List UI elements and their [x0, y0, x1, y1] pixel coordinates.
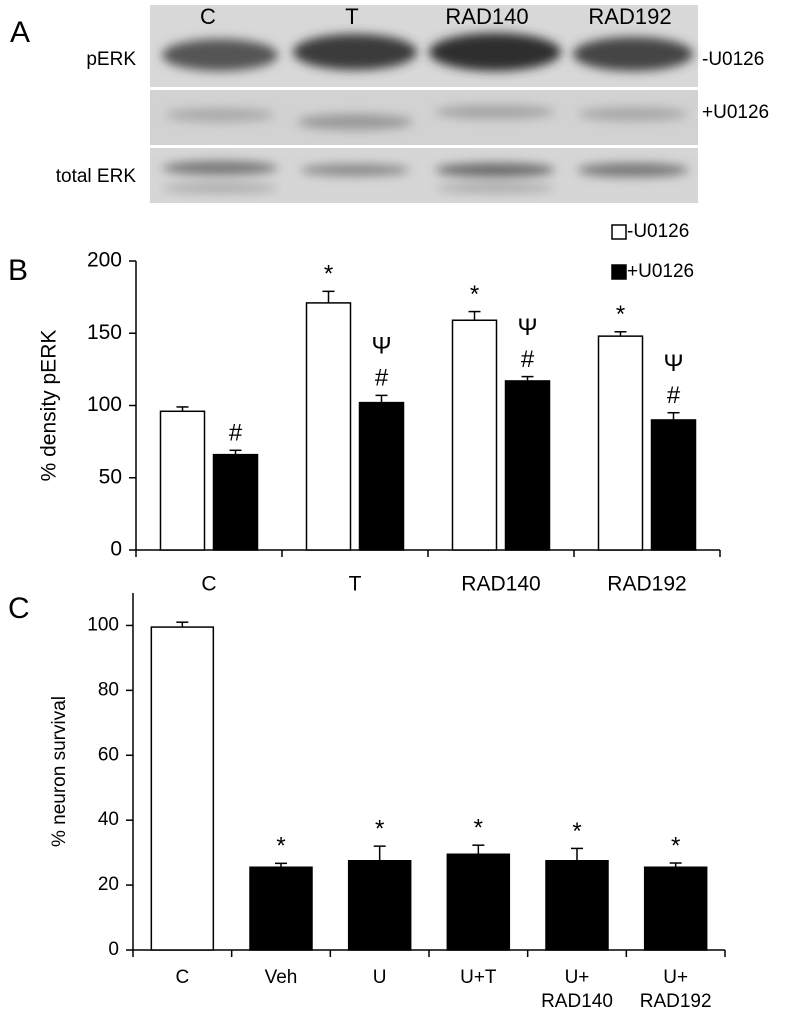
annotation: * [375, 815, 384, 842]
x-tick-label: C [175, 967, 189, 988]
y-tick-label: 150 [87, 321, 122, 344]
bar [451, 319, 498, 551]
x-tick-label: U [373, 967, 387, 988]
bar [545, 860, 609, 951]
row-label: total ERK [56, 166, 137, 187]
y-axis-label: % neuron survival [49, 696, 70, 847]
y-tick-label: 100 [87, 614, 119, 635]
annotation: Ψ [371, 333, 391, 360]
bar [358, 401, 405, 551]
lane-label: C [200, 4, 216, 29]
bar [643, 866, 708, 951]
bar [504, 380, 551, 551]
x-tick-label: T [349, 573, 362, 596]
x-tick-label: RAD192 [607, 573, 686, 596]
western-blot: A C T RAD140 RAD192 pERK total ERK -U012… [10, 4, 769, 203]
panel-label: C [8, 592, 30, 625]
y-tick-label: 200 [87, 249, 122, 272]
bar [650, 419, 697, 551]
annotation: * [324, 261, 333, 288]
annotation: # [667, 382, 681, 409]
x-tick-label: Veh [265, 967, 298, 988]
y-tick-label: 0 [108, 939, 119, 960]
condition-label: -U0126 [702, 49, 764, 70]
bar [249, 866, 313, 951]
bar [150, 626, 215, 951]
legend-label: -U0126 [627, 221, 689, 242]
row-label: pERK [86, 49, 136, 70]
y-axis-label: % density pERK [38, 330, 61, 482]
y-tick-label: 50 [99, 465, 122, 488]
y-tick-label: 80 [98, 679, 119, 700]
annotation: Ψ [663, 350, 683, 377]
x-tick-label: U+ [663, 967, 688, 988]
bar [446, 853, 511, 951]
annotation: * [276, 833, 285, 860]
x-tick-label: C [201, 573, 216, 596]
x-tick-label: U+ [565, 967, 590, 988]
annotation: Ψ [517, 314, 537, 341]
y-tick-label: 40 [98, 809, 119, 830]
bar [305, 302, 352, 551]
lane-label: RAD140 [445, 4, 528, 29]
x-tick-label: RAD140 [541, 991, 613, 1012]
y-tick-label: 60 [98, 744, 119, 765]
legend-swatch [611, 224, 627, 240]
annotation: # [375, 365, 389, 392]
x-tick-label: RAD140 [461, 573, 540, 596]
bar [212, 453, 259, 551]
annotation: * [470, 281, 479, 308]
lane-label: RAD192 [588, 4, 671, 29]
lane-label: T [345, 4, 358, 29]
bar [159, 410, 206, 551]
annotation: * [474, 815, 483, 842]
y-tick-label: 100 [87, 393, 122, 416]
legend-swatch [611, 264, 627, 280]
annotation: * [671, 832, 680, 859]
x-tick-label: RAD192 [640, 991, 712, 1012]
condition-label: +U0126 [702, 102, 769, 123]
annotation: * [572, 818, 581, 845]
panel-label: B [8, 254, 28, 287]
legend-label: +U0126 [627, 261, 694, 282]
bar [597, 335, 644, 551]
y-tick-label: 20 [98, 874, 119, 895]
annotation: * [616, 301, 625, 328]
y-tick-label: 0 [110, 538, 122, 561]
annotation: # [521, 346, 535, 373]
bands [162, 33, 693, 193]
bar [347, 860, 412, 951]
x-tick-label: U+T [460, 967, 497, 988]
annotation: # [229, 420, 243, 447]
panel-label: A [10, 16, 30, 49]
